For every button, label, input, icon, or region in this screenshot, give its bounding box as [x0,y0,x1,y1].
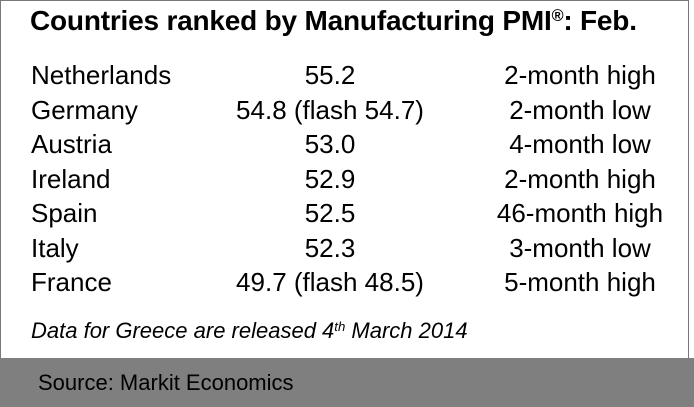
trend-note-cell: 2-month high [504,163,656,194]
source-label: Source: Markit Economics [38,369,294,395]
pmi-table: Netherlands 55.2 2-month high Germany 54… [0,58,694,300]
table-row: Netherlands 55.2 2-month high [0,58,694,93]
pmi-value-cell: 52.5 [304,198,356,228]
country-cell: Austria [31,129,112,159]
trend-note-cell: 3-month low [509,232,651,263]
country-cell: France [31,267,112,297]
pmi-value-cell: 53.0 [304,129,356,159]
table-row: Italy 52.3 3-month low [0,231,694,266]
table-row: Ireland 52.9 2-month high [0,162,694,197]
footnote-text: Data for Greece are released 4 [31,318,335,343]
table-row: Austria 53.0 4-month low [0,127,694,162]
source-bar: Source: Markit Economics [0,358,694,407]
country-cell: Ireland [31,163,111,194]
trend-note-cell: 46-month high [496,198,664,228]
title-text: Countries ranked by Manufacturing PMI [30,5,552,36]
registered-trademark-symbol: ® [551,7,564,26]
table-row: France 49.7 (flash 48.5) 5-month high [0,265,694,300]
trend-note-cell: 5-month high [504,267,656,297]
greece-footnote: Data for Greece are released 4th March 2… [31,317,468,348]
trend-note-cell: 4-month low [509,129,651,159]
trend-note-cell: 2-month high [504,60,656,90]
pmi-value-cell: 54.8 (flash 54.7) [236,94,424,125]
pmi-value-cell: 49.7 (flash 48.5) [236,267,424,297]
country-cell: Italy [31,232,79,263]
country-cell: Germany [31,94,138,125]
title-suffix: : Feb. [563,5,637,36]
page-title: Countries ranked by Manufacturing PMI®: … [30,5,637,41]
pmi-value-cell: 52.3 [304,232,356,263]
table-row: Germany 54.8 (flash 54.7) 2-month low [0,93,694,128]
pmi-value-cell: 52.9 [304,163,356,194]
table-row: Spain 52.5 46-month high [0,196,694,231]
footnote-suffix: March 2014 [345,318,468,343]
country-cell: Spain [31,198,98,228]
pmi-value-cell: 55.2 [304,60,356,90]
ordinal-superscript: th [334,319,346,335]
country-cell: Netherlands [31,60,172,90]
trend-note-cell: 2-month low [509,94,651,125]
